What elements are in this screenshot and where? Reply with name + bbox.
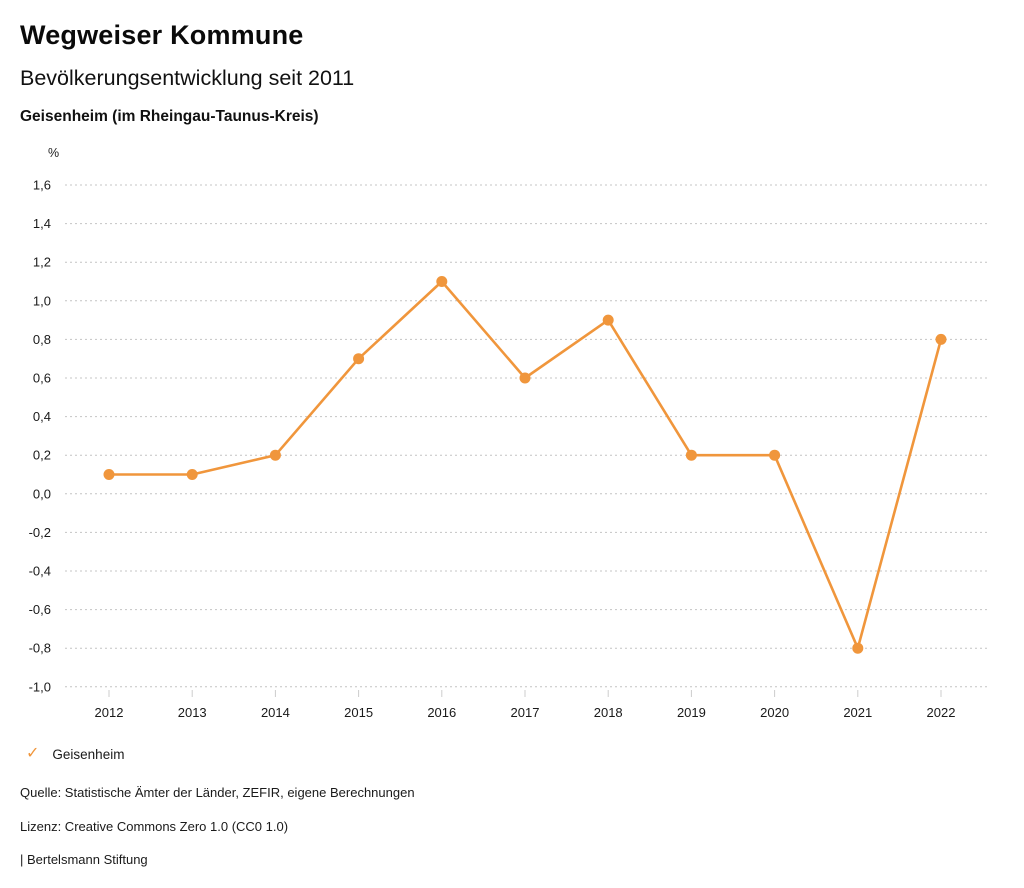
chart-legend: ✓ Geisenheim <box>0 744 1024 764</box>
data-point[interactable] <box>353 353 365 365</box>
y-tick-label: -0,8 <box>29 641 51 656</box>
y-tick-label: -1,0 <box>29 679 51 694</box>
data-point[interactable] <box>769 449 781 461</box>
y-tick-label: 1,6 <box>33 178 51 193</box>
y-tick-label: 0,2 <box>33 448 51 463</box>
y-tick-label: 0,8 <box>33 332 51 347</box>
legend-check-icon[interactable]: ✓ <box>26 745 40 762</box>
legend-item-geisenheim[interactable]: Geisenheim <box>52 746 125 762</box>
x-tick-label: 2019 <box>677 705 706 720</box>
x-tick-label: 2018 <box>594 705 623 720</box>
x-tick-label: 2017 <box>511 705 540 720</box>
data-point[interactable] <box>519 372 531 384</box>
y-tick-label: 1,4 <box>33 216 51 231</box>
data-point[interactable] <box>935 333 947 345</box>
y-tick-label: 0,6 <box>33 371 51 386</box>
x-tick-label: 2021 <box>843 705 872 720</box>
report-header: Wegweiser Kommune Bevölkerungsentwicklun… <box>0 0 1024 126</box>
x-tick-label: 2014 <box>261 705 290 720</box>
data-point[interactable] <box>436 276 448 287</box>
chart-title: Bevölkerungsentwicklung seit 2011 <box>20 66 355 90</box>
x-tick-label: 2016 <box>427 705 456 720</box>
y-tick-label: -0,2 <box>29 525 51 540</box>
license-note: Lizenz: Creative Commons Zero 1.0 (CC0 1… <box>20 818 289 834</box>
region-subtitle: Geisenheim (im Rheingau-Taunus-Kreis) <box>20 108 319 125</box>
population-line-chart: 1,6 1,4 1,2 1,0 0,8 0,6 0,4 0,2 0,0 -0,2 -0,4 -0,6 -… <box>29 178 990 720</box>
x-tick-label: 2020 <box>760 705 789 720</box>
data-point[interactable] <box>852 642 864 654</box>
page-title: Wegweiser Kommune <box>20 20 304 50</box>
y-axis-unit-label: % <box>48 146 60 160</box>
y-tick-label: 0,0 <box>33 486 51 501</box>
y-tick-label: 1,0 <box>33 293 51 308</box>
y-tick-label: 1,2 <box>33 255 51 270</box>
y-tick-label: -0,6 <box>29 602 51 617</box>
data-point[interactable] <box>602 314 614 326</box>
series-line <box>107 280 943 650</box>
x-tick-label: 2012 <box>95 705 124 720</box>
chart-area: % 1,6 1,4 1,2 1,0 0,8 0,6 0,4 0,2 0,0 -0,2 -0,4 -0,… <box>0 140 1024 725</box>
x-tick-label: 2015 <box>344 705 373 720</box>
source-note: Quelle: Statistische Ämter der Länder, Z… <box>20 785 415 800</box>
y-tick-label: 0,4 <box>33 409 51 424</box>
x-tick-label: 2022 <box>927 705 956 720</box>
x-tick-label: 2013 <box>178 705 207 720</box>
data-point[interactable] <box>103 469 115 480</box>
data-point[interactable] <box>685 449 697 461</box>
chart-footer: Quelle: Statistische Ämter der Länder, Z… <box>0 764 1024 867</box>
data-point[interactable] <box>186 469 198 480</box>
attribution-note: | Bertelsmann Stiftung <box>20 852 148 867</box>
data-point[interactable] <box>269 449 281 461</box>
y-tick-label: -0,4 <box>29 564 51 579</box>
